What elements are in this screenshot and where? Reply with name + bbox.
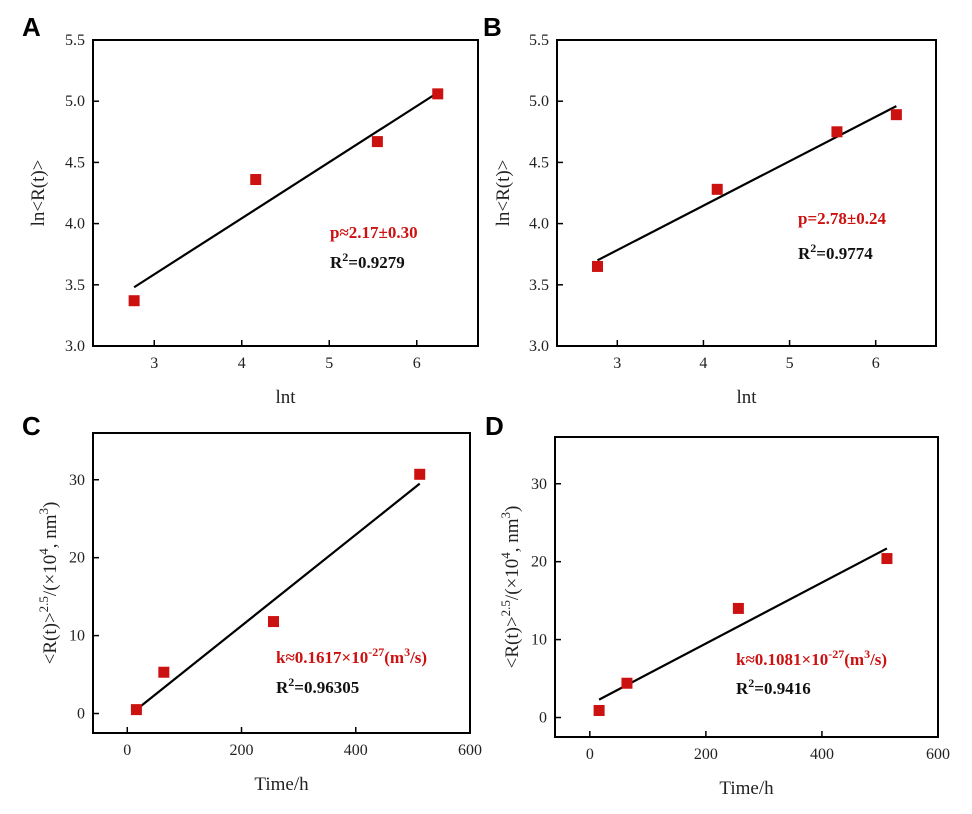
x-axis-label: Time/h bbox=[254, 774, 309, 795]
chart-panel-d: 0 200 400 600 0 10 20 30 Time/h <R(t)>2.5/(×104, … bbox=[498, 436, 950, 799]
x-tick-label: 600 bbox=[926, 746, 950, 763]
fit-parameter-annotation: p=2.78±0.24 bbox=[798, 209, 886, 228]
y-tick-label: 10 bbox=[69, 628, 85, 645]
x-tick-label: 0 bbox=[123, 742, 131, 759]
y-tick-label: 4.0 bbox=[529, 216, 549, 233]
x-tick-label: 0 bbox=[586, 746, 594, 763]
r-squared-annotation: R2=0.9279 bbox=[330, 250, 405, 272]
panel-label-c: C bbox=[22, 411, 41, 441]
x-tick-label: 600 bbox=[458, 742, 482, 759]
y-tick-label: 3.0 bbox=[65, 338, 85, 355]
x-tick-label: 6 bbox=[413, 355, 421, 372]
plot-frame bbox=[92, 39, 479, 347]
y-tick-label: 20 bbox=[531, 554, 547, 571]
r-squared-annotation: R2=0.9416 bbox=[736, 676, 811, 698]
plot-frame bbox=[556, 39, 937, 347]
y-tick-label: 5.5 bbox=[65, 32, 85, 49]
y-tick-label: 30 bbox=[531, 476, 547, 493]
data-point bbox=[250, 174, 262, 186]
y-tick-label: 10 bbox=[531, 632, 547, 649]
data-point bbox=[831, 126, 843, 138]
data-point bbox=[593, 705, 605, 717]
x-tick-label: 400 bbox=[810, 746, 834, 763]
x-tick-label: 5 bbox=[786, 355, 794, 372]
y-tick-label: 0 bbox=[539, 710, 547, 727]
y-tick-label: 4.5 bbox=[65, 154, 85, 171]
fit-line bbox=[133, 91, 439, 289]
x-tick-label: 4 bbox=[238, 355, 246, 372]
y-axis-label: <R(t)>2.5/(×104, nm3) bbox=[498, 506, 523, 669]
x-axis-label: Time/h bbox=[719, 778, 774, 799]
y-tick-label: 3.0 bbox=[529, 338, 549, 355]
plot-frame bbox=[92, 432, 471, 734]
r-squared-annotation: R2=0.9774 bbox=[798, 241, 873, 263]
data-point bbox=[268, 616, 280, 628]
y-tick-label: 4.0 bbox=[65, 216, 85, 233]
data-point bbox=[890, 109, 902, 121]
x-tick-label: 6 bbox=[872, 355, 880, 372]
fit-line bbox=[135, 482, 421, 711]
data-point bbox=[130, 704, 142, 716]
rate-constant-annotation: k≈0.1617×10-27(m3/s) bbox=[276, 645, 427, 667]
y-tick-label: 0 bbox=[77, 706, 85, 723]
y-tick-label: 4.5 bbox=[529, 154, 549, 171]
x-tick-label: 4 bbox=[699, 355, 707, 372]
x-tick-label: 200 bbox=[230, 742, 254, 759]
data-point bbox=[371, 136, 383, 148]
y-tick-label: 3.5 bbox=[529, 277, 549, 294]
y-axis-label: <R(t)>2.5/(×104, nm3) bbox=[36, 502, 61, 665]
chart-panel-b: 3 4 5 6 3.0 3.5 4.0 4.5 5.0 5.5 lnt ln<R(t)> p=2.78±… bbox=[493, 32, 937, 408]
data-point bbox=[711, 183, 723, 195]
fit-line bbox=[598, 547, 888, 701]
data-point bbox=[732, 602, 744, 614]
y-tick-label: 5.0 bbox=[65, 93, 85, 110]
x-tick-label: 5 bbox=[325, 355, 333, 372]
x-axis-label: lnt bbox=[736, 387, 757, 408]
data-point bbox=[432, 88, 444, 100]
y-tick-label: 30 bbox=[69, 472, 85, 489]
data-point bbox=[128, 295, 140, 307]
x-tick-label: 400 bbox=[344, 742, 368, 759]
data-point bbox=[881, 553, 893, 565]
plot-frame bbox=[554, 436, 939, 738]
y-tick-label: 20 bbox=[69, 550, 85, 567]
x-tick-label: 3 bbox=[150, 355, 158, 372]
chart-panel-c: 0 200 400 600 0 10 20 30 Time/h <R(t)>2.5/(×104, … bbox=[36, 432, 482, 795]
data-point bbox=[591, 260, 603, 272]
panel-label-b: B bbox=[483, 12, 502, 42]
fit-parameter-annotation: p≈2.17±0.30 bbox=[330, 223, 418, 242]
x-tick-label: 200 bbox=[694, 746, 718, 763]
data-point bbox=[621, 677, 633, 689]
y-tick-label: 5.0 bbox=[529, 93, 549, 110]
y-axis-label: ln<R(t)> bbox=[28, 160, 49, 227]
r-squared-annotation: R2=0.96305 bbox=[276, 675, 359, 697]
y-axis-label: ln<R(t)> bbox=[493, 160, 514, 227]
x-axis-label: lnt bbox=[275, 387, 296, 408]
data-point bbox=[414, 468, 426, 480]
x-tick-label: 3 bbox=[613, 355, 621, 372]
panel-label-a: A bbox=[22, 12, 41, 42]
chart-panel-a: 3 4 5 6 3.0 3.5 4.0 4.5 5.0 5.5 lnt ln<R(t)> p≈2.17±… bbox=[28, 32, 479, 408]
panel-label-d: D bbox=[485, 411, 504, 441]
y-tick-label: 3.5 bbox=[65, 277, 85, 294]
y-tick-label: 5.5 bbox=[529, 32, 549, 49]
data-point bbox=[158, 666, 170, 678]
fit-line bbox=[596, 105, 897, 262]
rate-constant-annotation: k≈0.1081×10-27(m3/s) bbox=[736, 647, 887, 669]
